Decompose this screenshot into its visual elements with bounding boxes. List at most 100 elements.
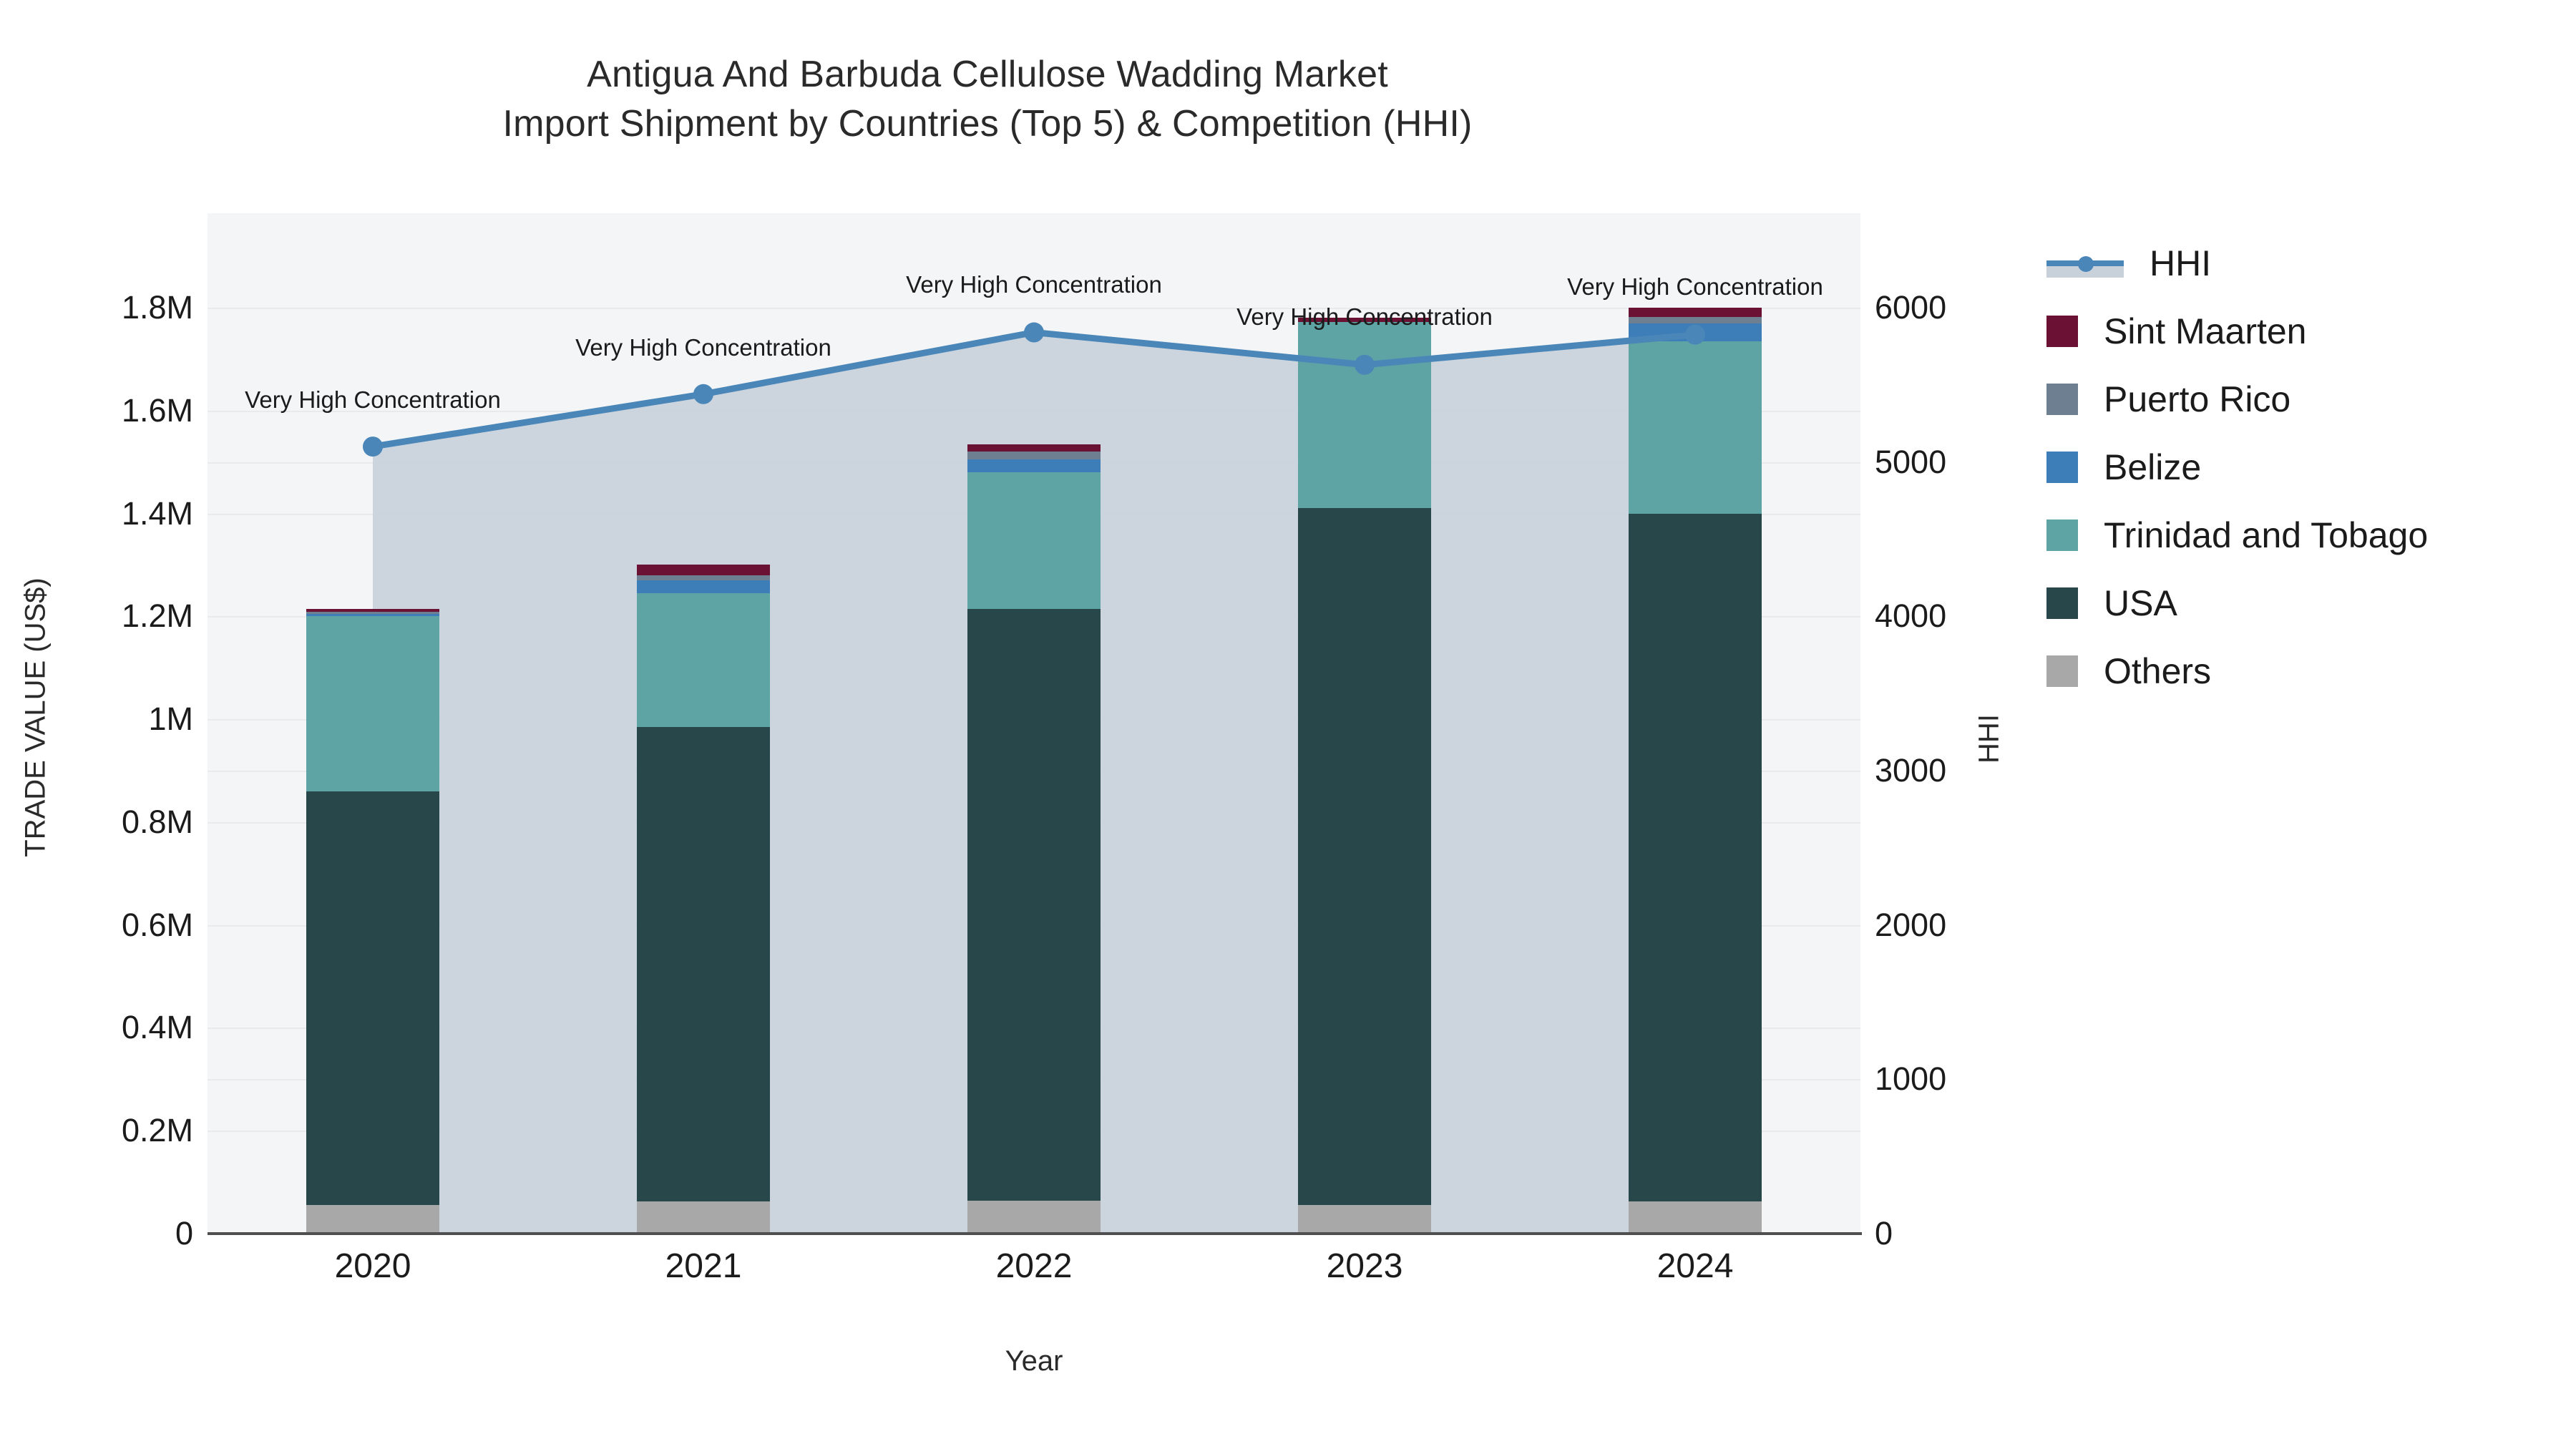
- bar-segment-puerto-rico[interactable]: [1629, 316, 1762, 323]
- bar-segment-belize[interactable]: [967, 459, 1101, 473]
- legend-label: Puerto Rico: [2104, 379, 2291, 419]
- bar-segment-trinidad-and-tobago[interactable]: [967, 472, 1101, 609]
- bar-segment-usa[interactable]: [1298, 508, 1431, 1205]
- y-left-tick: 0.6M: [121, 906, 193, 943]
- hhi-marker-2023[interactable]: [1355, 354, 1375, 375]
- bar-segment-belize[interactable]: [306, 614, 439, 617]
- y-axis-left-ticks: 0 0.2M 0.4M 0.6M 0.8M 1M 1.2M 1.4M 1.6M 1.8M: [0, 0, 195, 1449]
- bar-segment-others[interactable]: [306, 1204, 439, 1234]
- legend-swatch: [2046, 519, 2078, 551]
- bar-segment-sint-maarten[interactable]: [1298, 318, 1431, 323]
- y-axis-right-label: HHI: [1973, 714, 2005, 763]
- y-right-tick: 3000: [1875, 752, 1947, 789]
- y-left-tick: 1.4M: [121, 494, 193, 532]
- bar-segment-usa[interactable]: [637, 726, 770, 1202]
- legend-item-others[interactable]: Others: [2046, 637, 2576, 705]
- legend-label: Others: [2104, 650, 2212, 691]
- bar-segment-sint-maarten[interactable]: [1629, 307, 1762, 317]
- legend-label: Sint Maarten: [2104, 311, 2307, 351]
- x-axis-label: Year: [1005, 1345, 1063, 1377]
- y-left-tick: 1.6M: [121, 391, 193, 429]
- y-right-tick: 1000: [1875, 1060, 1947, 1098]
- legend-swatch: [2046, 451, 2078, 483]
- annotation-2023: Very High Concentration: [1236, 303, 1493, 330]
- bar-2020[interactable]: [306, 608, 439, 1234]
- hhi-marker-2021[interactable]: [693, 384, 713, 404]
- x-tick-2022: 2022: [995, 1247, 1073, 1285]
- bar-segment-sint-maarten[interactable]: [637, 565, 770, 575]
- bar-segment-belize[interactable]: [637, 580, 770, 593]
- x-tick-2020: 2020: [334, 1247, 411, 1285]
- bar-segment-trinidad-and-tobago[interactable]: [1298, 322, 1431, 509]
- y-axis-left-label: TRADE VALUE (US$): [19, 577, 52, 857]
- annotation-2022: Very High Concentration: [906, 270, 1162, 298]
- chart-title-line-2: Import Shipment by Countries (Top 5) & C…: [502, 103, 1473, 145]
- hhi-marker-2022[interactable]: [1024, 322, 1044, 343]
- y-left-tick: 1M: [148, 701, 193, 738]
- bar-segment-others[interactable]: [637, 1201, 770, 1234]
- bar-segment-trinidad-and-tobago[interactable]: [1629, 341, 1762, 514]
- legend-line-swatch: [2046, 248, 2124, 279]
- x-tick-2024: 2024: [1657, 1247, 1734, 1285]
- legend-label: HHI: [2150, 243, 2212, 283]
- legend-item-belize[interactable]: Belize: [2046, 433, 2576, 501]
- annotation-2021: Very High Concentration: [575, 333, 831, 361]
- y-right-tick: 0: [1875, 1215, 1893, 1252]
- chart-legend: HHI Sint Maarten Puerto Rico Belize Trinidad…: [2046, 229, 2576, 705]
- bar-segment-others[interactable]: [967, 1201, 1101, 1234]
- bar-segment-usa[interactable]: [1629, 513, 1762, 1202]
- hhi-marker-2024[interactable]: [1685, 324, 1705, 345]
- legend-item-usa[interactable]: USA: [2046, 569, 2576, 637]
- y-right-tick: 6000: [1875, 289, 1947, 326]
- legend-item-puerto-rico[interactable]: Puerto Rico: [2046, 365, 2576, 433]
- x-tick-2023: 2023: [1326, 1247, 1403, 1285]
- hhi-line: [372, 329, 1696, 450]
- y-left-tick: 0.8M: [121, 803, 193, 840]
- bar-segment-puerto-rico[interactable]: [967, 452, 1101, 460]
- legend-swatch: [2046, 655, 2078, 687]
- bar-segment-others[interactable]: [1629, 1201, 1762, 1234]
- y-axis-right-ticks: 0 1000 2000 3000 4000 5000 6000: [1875, 0, 2061, 1449]
- y-right-tick: 4000: [1875, 597, 1947, 635]
- legend-label: USA: [2104, 582, 2177, 623]
- legend-label: Trinidad and Tobago: [2104, 514, 2429, 555]
- y-right-tick: 2000: [1875, 906, 1947, 943]
- bar-segment-others[interactable]: [1298, 1204, 1431, 1234]
- bar-segment-puerto-rico[interactable]: [306, 611, 439, 615]
- legend-swatch: [2046, 383, 2078, 415]
- legend-item-hhi[interactable]: HHI: [2046, 229, 2576, 297]
- bar-segment-trinidad-and-tobago[interactable]: [306, 616, 439, 791]
- gridline: [208, 308, 1860, 309]
- plot-area: [208, 213, 1860, 1235]
- y-left-tick: 1.2M: [121, 597, 193, 635]
- hhi-marker-2020[interactable]: [363, 436, 383, 457]
- bar-2023[interactable]: [1298, 318, 1431, 1234]
- annotation-2024: Very High Concentration: [1567, 273, 1823, 300]
- bar-segment-puerto-rico[interactable]: [637, 575, 770, 580]
- bar-2022[interactable]: [967, 444, 1101, 1234]
- legend-swatch: [2046, 315, 2078, 347]
- hhi-line-overlay: [363, 322, 1705, 457]
- y-right-tick: 5000: [1875, 443, 1947, 480]
- legend-item-sint-maarten[interactable]: Sint Maarten: [2046, 297, 2576, 365]
- bar-2021[interactable]: [637, 565, 770, 1234]
- chart-title-line-1: Antigua And Barbuda Cellulose Wadding Ma…: [587, 54, 1388, 95]
- y-left-tick: 0.2M: [121, 1112, 193, 1149]
- bar-segment-trinidad-and-tobago[interactable]: [637, 592, 770, 727]
- x-axis-line: [208, 1232, 1862, 1235]
- chart-title: Antigua And Barbuda Cellulose Wadding Ma…: [0, 50, 1975, 149]
- x-tick-2021: 2021: [665, 1247, 742, 1285]
- legend-swatch: [2046, 587, 2078, 619]
- bar-segment-sint-maarten[interactable]: [967, 444, 1101, 452]
- annotation-2020: Very High Concentration: [245, 386, 501, 414]
- bar-2024[interactable]: [1629, 307, 1762, 1234]
- bar-segment-usa[interactable]: [306, 791, 439, 1205]
- y-left-tick: 0.4M: [121, 1009, 193, 1046]
- legend-item-trinidad-and-tobago[interactable]: Trinidad and Tobago: [2046, 501, 2576, 569]
- bar-segment-sint-maarten[interactable]: [306, 608, 439, 612]
- bar-segment-usa[interactable]: [967, 608, 1101, 1201]
- y-left-tick: 0: [175, 1215, 193, 1252]
- y-left-tick: 1.8M: [121, 288, 193, 326]
- legend-label: Belize: [2104, 447, 2202, 487]
